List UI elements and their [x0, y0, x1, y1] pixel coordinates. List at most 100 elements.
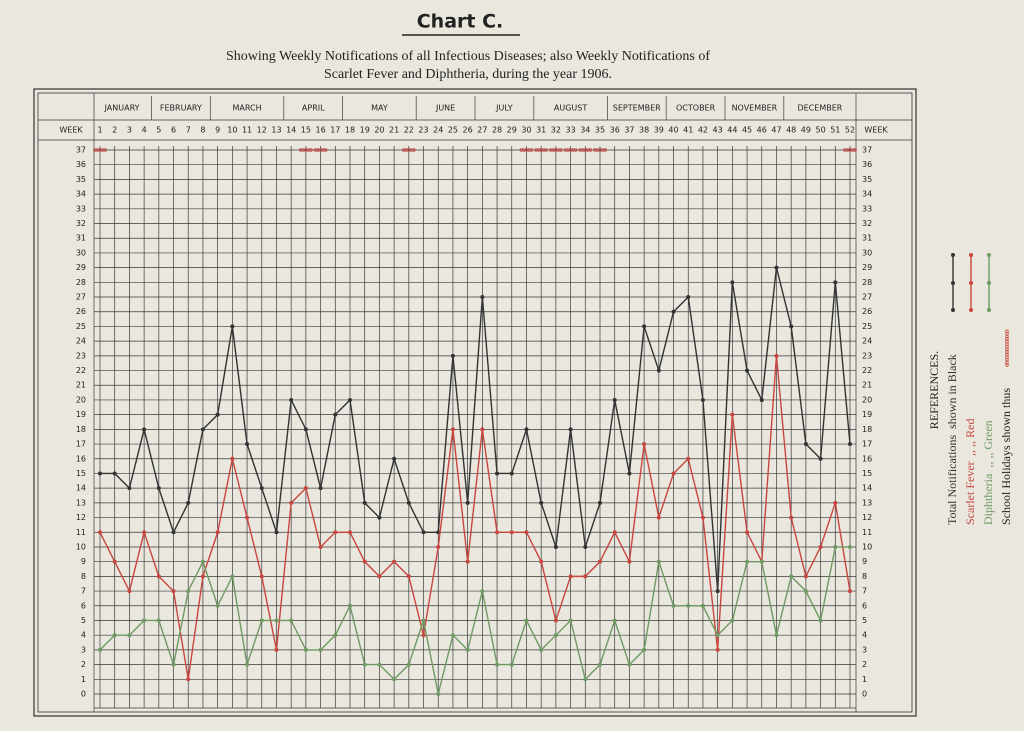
data-point — [583, 677, 588, 682]
x-axis-label: WEEK — [864, 126, 888, 135]
x-tick-label: 10 — [227, 126, 237, 135]
y-tick-label-right: 18 — [862, 425, 872, 434]
x-tick-label: 34 — [580, 126, 590, 135]
data-point — [686, 603, 691, 608]
data-point — [671, 471, 676, 476]
month-label: SEPTEMBER — [613, 104, 661, 113]
y-tick-label-right: 33 — [862, 204, 872, 213]
data-point — [230, 574, 235, 579]
data-point — [509, 530, 514, 535]
month-label: DECEMBER — [797, 104, 842, 113]
data-point — [259, 574, 264, 579]
x-tick-label: 3 — [127, 126, 132, 135]
x-tick-label: 16 — [315, 126, 325, 135]
y-tick-label: 18 — [76, 425, 86, 434]
x-tick-label: 39 — [654, 126, 664, 135]
y-tick-label-right: 27 — [862, 293, 872, 302]
data-point — [671, 309, 676, 314]
y-tick-label-right: 15 — [862, 469, 872, 478]
y-tick-label: 35 — [76, 175, 86, 184]
data-point — [186, 589, 191, 594]
data-point — [142, 618, 147, 623]
data-point — [642, 324, 647, 329]
y-tick-label-right: 17 — [862, 440, 872, 449]
data-point — [612, 530, 617, 535]
x-tick-label: 45 — [742, 126, 752, 135]
x-tick-label: 24 — [433, 126, 443, 135]
data-point — [789, 515, 794, 520]
data-point — [480, 589, 485, 594]
data-point — [480, 427, 485, 432]
data-point — [450, 427, 455, 432]
x-tick-label: 33 — [565, 126, 575, 135]
y-tick-label-right: 12 — [862, 513, 872, 522]
legend-dot — [987, 308, 991, 312]
data-point — [803, 442, 808, 447]
data-point — [303, 486, 308, 491]
series-line — [99, 355, 851, 680]
data-point — [112, 633, 117, 638]
legend-dot — [969, 253, 973, 257]
x-tick-label: 17 — [330, 126, 340, 135]
holiday-marker — [401, 148, 416, 152]
data-point — [98, 471, 102, 476]
y-tick-label-right: 20 — [862, 395, 872, 404]
data-point — [156, 574, 161, 579]
data-point — [730, 280, 735, 285]
holiday-marker — [93, 148, 107, 152]
data-point — [171, 530, 176, 535]
holiday-marker — [548, 148, 563, 152]
data-point — [127, 486, 132, 491]
data-point — [436, 530, 441, 535]
x-tick-label: 43 — [713, 126, 723, 135]
data-point — [833, 500, 838, 505]
data-point — [348, 603, 352, 608]
data-point — [568, 618, 573, 623]
holiday-marker — [298, 148, 313, 152]
y-tick-label: 22 — [76, 366, 86, 375]
data-point — [686, 295, 691, 300]
holiday-dot — [588, 148, 593, 152]
data-point — [656, 515, 661, 520]
x-tick-label: 7 — [186, 126, 191, 135]
x-tick-label: 2 — [112, 126, 117, 135]
y-tick-label: 37 — [76, 146, 86, 155]
data-point — [524, 618, 529, 623]
y-tick-label: 5 — [81, 616, 86, 625]
y-tick-label: 23 — [76, 351, 86, 360]
x-tick-label: 38 — [639, 126, 649, 135]
x-tick-label: 18 — [345, 126, 355, 135]
data-point — [421, 633, 426, 638]
legend-dot — [951, 281, 955, 285]
y-tick-label-right: 16 — [862, 454, 872, 463]
data-point — [200, 427, 205, 432]
data-point — [303, 647, 308, 652]
y-tick-label: 13 — [76, 498, 86, 507]
legend-note: shown in Black — [945, 354, 959, 429]
data-point — [627, 471, 632, 476]
y-tick-label: 8 — [81, 572, 86, 581]
data-point — [656, 368, 661, 373]
holiday-dot — [529, 148, 534, 152]
y-tick-label-right: 34 — [862, 190, 872, 199]
data-point — [465, 647, 470, 652]
data-point — [274, 618, 279, 623]
y-tick-label: 16 — [76, 454, 86, 463]
y-tick-label-right: 30 — [862, 248, 872, 257]
data-point — [509, 662, 514, 667]
holiday-marker — [313, 148, 328, 152]
data-point — [656, 559, 661, 564]
data-point — [627, 662, 632, 667]
data-point — [700, 515, 705, 520]
data-point — [112, 471, 117, 476]
x-tick-label: 13 — [271, 126, 281, 135]
data-point — [200, 559, 205, 564]
y-tick-label: 11 — [76, 528, 86, 537]
y-tick-label-right: 5 — [862, 616, 867, 625]
y-tick-label-right: 23 — [862, 351, 872, 360]
data-point — [98, 530, 102, 535]
data-point — [98, 647, 102, 652]
x-tick-label: 20 — [374, 126, 384, 135]
data-point — [700, 397, 705, 402]
legend-name: Diphtheria — [981, 473, 995, 525]
